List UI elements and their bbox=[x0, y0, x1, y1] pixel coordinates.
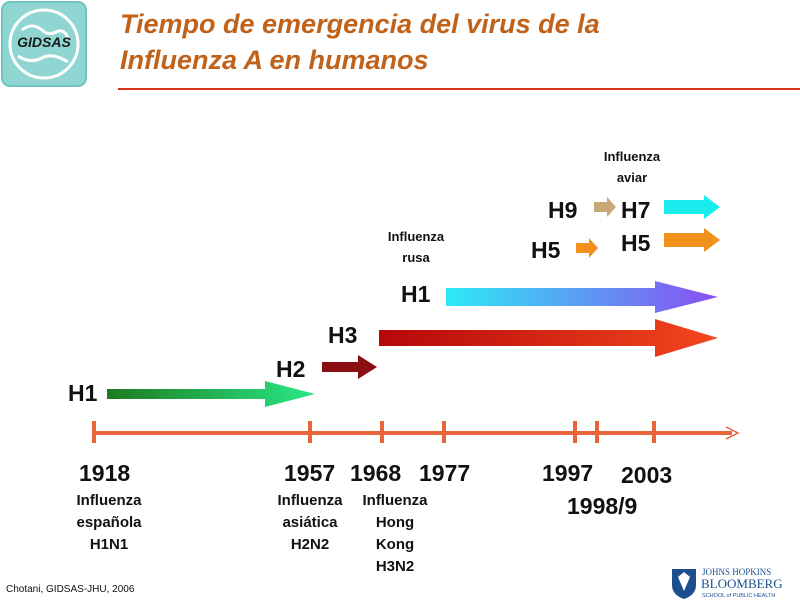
year-1968: 1968 bbox=[350, 460, 402, 486]
pandemic-spanish-line2: española bbox=[76, 514, 142, 531]
slide-title-line1: Tiempo de emergencia del virus de la bbox=[120, 9, 600, 39]
h9-1998-arrow bbox=[594, 197, 616, 217]
pandemic-asian-line3: H2N2 bbox=[290, 536, 330, 553]
jhu-line2: BLOOMBERG bbox=[701, 576, 783, 591]
subtype-h2-1957: H2 bbox=[276, 356, 306, 382]
pandemic-hongkong-line1: Influenza bbox=[362, 492, 428, 509]
h5-2003-arrow bbox=[664, 228, 720, 252]
h1-1918-arrow bbox=[107, 381, 315, 407]
timeline-arrowhead bbox=[725, 426, 740, 440]
h3-1968-arrow bbox=[379, 319, 718, 357]
slide-title-line2: Influenza A en humanos bbox=[120, 45, 429, 75]
avian-flu-line2: aviar bbox=[616, 170, 648, 185]
gidsas-logo: GIDSAS bbox=[1, 1, 87, 87]
subtype-h3-1968: H3 bbox=[328, 322, 358, 348]
russian-flu-note: Influenza rusa bbox=[366, 226, 466, 268]
avian-flu-note: Influenza aviar bbox=[582, 146, 682, 188]
year-1997: 1997 bbox=[542, 460, 594, 486]
pandemic-asian: Influenza asiática H2N2 bbox=[263, 490, 357, 556]
year-2003: 2003 bbox=[621, 462, 673, 488]
pandemic-hongkong: Influenza Hong Kong H3N2 bbox=[350, 490, 440, 578]
year-1977: 1977 bbox=[419, 460, 471, 486]
subtype-h1-1977: H1 bbox=[401, 281, 431, 307]
pandemic-hongkong-line2: Hong bbox=[375, 514, 415, 531]
subtype-h5-1997: H5 bbox=[531, 237, 561, 263]
logo-text: GIDSAS bbox=[17, 34, 71, 50]
year-1998-9: 1998/9 bbox=[567, 493, 638, 519]
subtype-h9-1998: H9 bbox=[548, 197, 578, 223]
avian-flu-line1: Influenza bbox=[603, 149, 661, 164]
credit-text: Chotani, GIDSAS-JHU, 2006 bbox=[6, 584, 135, 595]
pandemic-asian-line1: Influenza bbox=[277, 492, 343, 509]
pandemic-hongkong-line4: H3N2 bbox=[375, 558, 415, 575]
pandemic-spanish-line3: H1N1 bbox=[89, 536, 129, 553]
h5-1997-arrow bbox=[576, 238, 598, 258]
h1-1977-arrow bbox=[446, 281, 718, 313]
pandemic-asian-line2: asiática bbox=[282, 514, 338, 531]
pandemic-hongkong-line3: Kong bbox=[375, 536, 415, 553]
h2-1957-arrow bbox=[322, 355, 377, 379]
jhu-line1: JOHNS HOPKINS bbox=[702, 567, 771, 577]
russian-flu-line1: Influenza bbox=[387, 229, 445, 244]
h7-2003-arrow bbox=[664, 195, 720, 219]
jhu-line3: SCHOOL of PUBLIC HEALTH bbox=[702, 593, 775, 599]
pandemic-spanish: Influenza española H1N1 bbox=[56, 490, 162, 556]
year-1918: 1918 bbox=[79, 460, 131, 486]
subtype-h5-2003: H5 bbox=[621, 230, 651, 256]
subtype-h1-1918: H1 bbox=[68, 380, 98, 406]
pandemic-spanish-line1: Influenza bbox=[76, 492, 142, 509]
year-1957: 1957 bbox=[284, 460, 336, 486]
subtype-h7-2003: H7 bbox=[621, 197, 651, 223]
title-divider bbox=[118, 88, 800, 90]
jhu-bloomberg-logo: JOHNS HOPKINS BLOOMBERG SCHOOL of PUBLIC… bbox=[672, 567, 783, 599]
russian-flu-line2: rusa bbox=[402, 250, 430, 265]
